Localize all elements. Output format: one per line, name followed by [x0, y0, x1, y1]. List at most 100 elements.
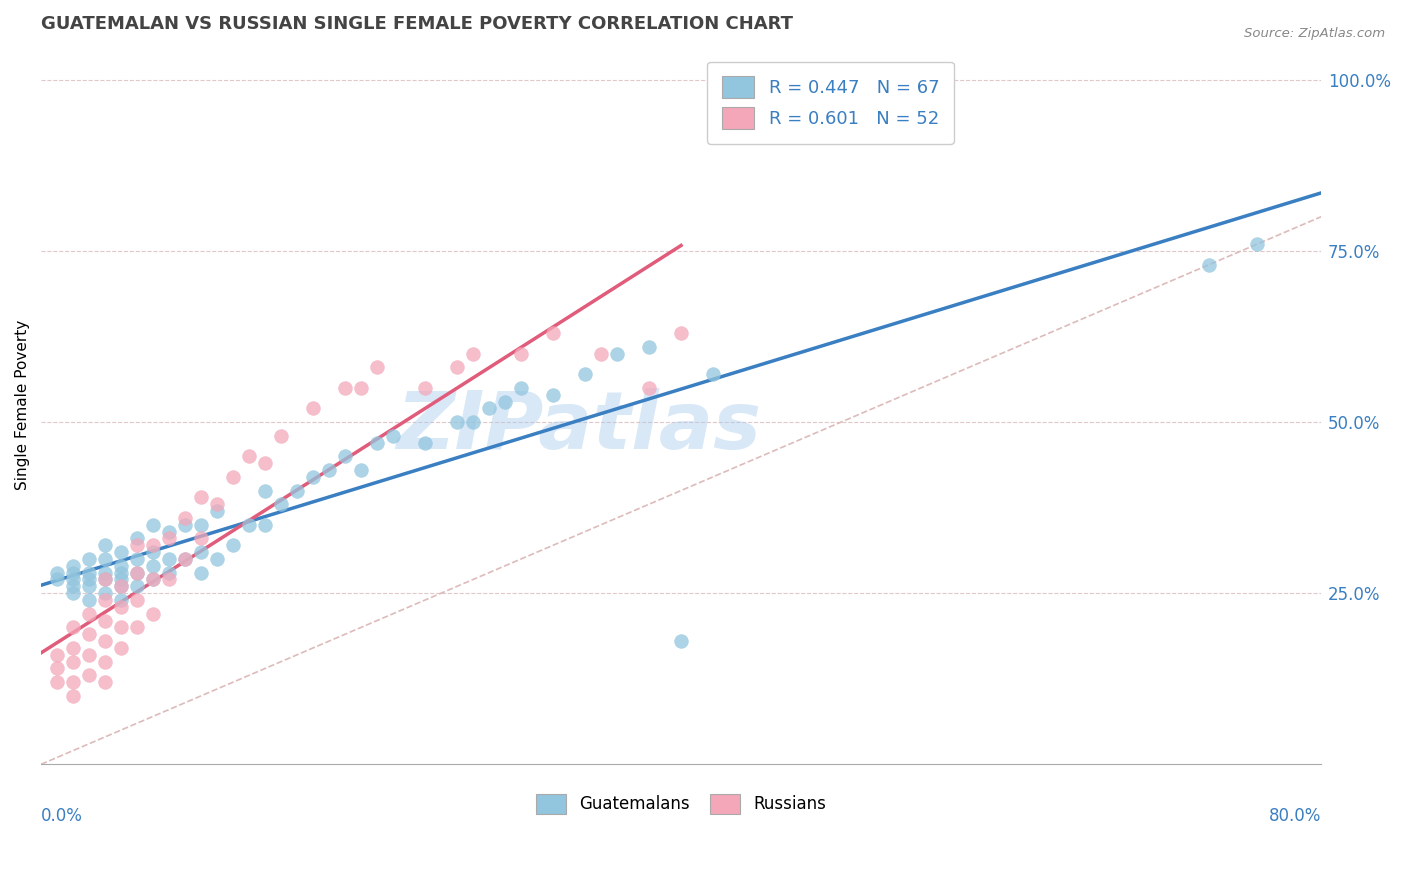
Point [157, 566, 180, 580]
Point [110, 579, 132, 593]
Point [1246, 237, 1268, 252]
Point [510, 346, 533, 360]
Point [510, 381, 533, 395]
Point [127, 579, 149, 593]
Point [366, 435, 388, 450]
Point [350, 463, 373, 477]
Point [270, 497, 292, 511]
Point [94, 566, 117, 580]
Point [461, 415, 484, 429]
Point [157, 573, 180, 587]
Point [110, 558, 132, 573]
Point [669, 326, 692, 340]
Legend: Guatemalans, Russians: Guatemalans, Russians [529, 787, 832, 821]
Point [541, 326, 564, 340]
Point [127, 566, 149, 580]
Point [110, 620, 132, 634]
Point [222, 470, 245, 484]
Point [127, 552, 149, 566]
Point [669, 634, 692, 648]
Text: 0.0%: 0.0% [41, 807, 83, 825]
Point [190, 566, 212, 580]
Point [77, 627, 100, 641]
Point [254, 483, 277, 498]
Point [94, 634, 117, 648]
Point [62, 586, 84, 600]
Point [190, 532, 212, 546]
Point [94, 573, 117, 587]
Point [606, 346, 628, 360]
Point [77, 668, 100, 682]
Point [127, 566, 149, 580]
Point [46, 675, 69, 690]
Point [238, 450, 260, 464]
Point [494, 394, 516, 409]
Point [94, 552, 117, 566]
Point [174, 552, 197, 566]
Point [46, 648, 69, 662]
Point [62, 558, 84, 573]
Point [157, 552, 180, 566]
Point [333, 450, 356, 464]
Point [174, 511, 197, 525]
Point [638, 381, 661, 395]
Point [46, 566, 69, 580]
Text: ZIPatlas: ZIPatlas [396, 387, 761, 466]
Point [110, 593, 132, 607]
Point [174, 552, 197, 566]
Point [142, 607, 165, 621]
Point [127, 538, 149, 552]
Point [574, 367, 596, 381]
Point [62, 640, 84, 655]
Point [110, 599, 132, 614]
Point [110, 566, 132, 580]
Point [190, 545, 212, 559]
Point [62, 573, 84, 587]
Point [413, 435, 436, 450]
Point [77, 552, 100, 566]
Point [77, 573, 100, 587]
Point [110, 640, 132, 655]
Point [174, 517, 197, 532]
Point [94, 614, 117, 628]
Point [77, 607, 100, 621]
Point [541, 387, 564, 401]
Point [94, 573, 117, 587]
Point [413, 381, 436, 395]
Point [142, 538, 165, 552]
Point [94, 586, 117, 600]
Point [333, 381, 356, 395]
Point [142, 545, 165, 559]
Point [222, 538, 245, 552]
Point [94, 655, 117, 669]
Y-axis label: Single Female Poverty: Single Female Poverty [15, 320, 30, 490]
Point [382, 429, 405, 443]
Point [446, 360, 468, 375]
Point [591, 346, 613, 360]
Point [142, 573, 165, 587]
Text: 80.0%: 80.0% [1268, 807, 1322, 825]
Point [110, 545, 132, 559]
Point [157, 532, 180, 546]
Point [94, 538, 117, 552]
Point [1198, 258, 1220, 272]
Point [302, 401, 325, 416]
Point [205, 552, 228, 566]
Point [127, 532, 149, 546]
Point [142, 558, 165, 573]
Point [254, 517, 277, 532]
Point [62, 675, 84, 690]
Point [94, 675, 117, 690]
Point [142, 573, 165, 587]
Text: GUATEMALAN VS RUSSIAN SINGLE FEMALE POVERTY CORRELATION CHART: GUATEMALAN VS RUSSIAN SINGLE FEMALE POVE… [41, 15, 793, 33]
Point [46, 661, 69, 675]
Point [110, 579, 132, 593]
Point [62, 620, 84, 634]
Point [62, 655, 84, 669]
Point [62, 579, 84, 593]
Point [461, 346, 484, 360]
Point [142, 517, 165, 532]
Point [238, 517, 260, 532]
Point [94, 593, 117, 607]
Point [366, 360, 388, 375]
